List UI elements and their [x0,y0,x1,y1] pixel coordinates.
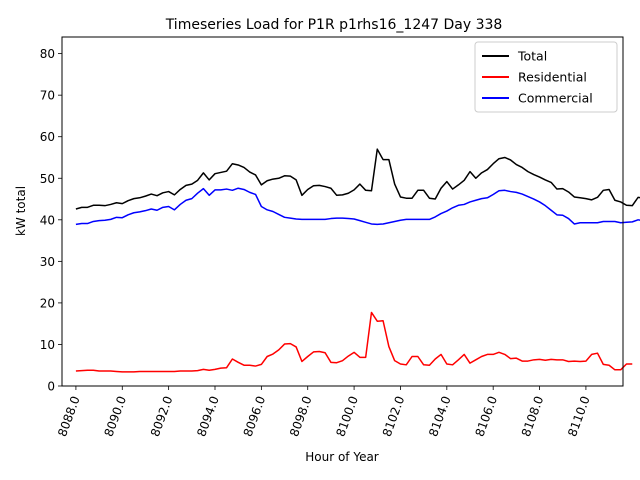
legend-box [474,41,618,113]
legend-label-residential: Residential [518,70,587,85]
y-axis-title: kW total [14,186,28,236]
x-axis-title: Hour of Year [305,450,379,464]
x-tick-label: 8110.0 [565,394,593,438]
y-tick-label: 50 [40,172,55,186]
y-tick-label: 10 [40,338,55,352]
y-axis: 0 10 20 30 40 50 60 70 80 [40,47,62,394]
x-tick-label: 8094.0 [194,394,222,438]
y-tick-label: 0 [47,380,55,394]
x-axis: 8088.0 8090.0 8092.0 8094.0 8096.0 8098.0 8100… [55,386,593,438]
x-tick-label: 8096.0 [241,394,269,438]
x-tick-label: 8100.0 [333,394,361,438]
plot-series-group [75,148,640,373]
plot-area-frame [61,36,624,387]
x-tick-label: 8108.0 [519,394,547,438]
series-line-commercial [75,187,640,226]
y-tick-label: 80 [40,47,55,61]
x-tick-label: 8088.0 [55,394,83,438]
y-tick-label: 30 [40,255,55,269]
x-tick-label: 8106.0 [472,394,500,438]
y-tick-label: 70 [40,89,55,103]
legend-label-commercial: Commercial [518,91,593,106]
chart-title: Timeseries Load for P1R p1rhs16_1247 Day… [165,17,503,33]
y-tick-label: 40 [40,213,55,227]
x-tick-label: 8102.0 [380,394,408,438]
legend-label-total: Total [517,49,547,64]
series-line-residential [75,311,633,373]
legend: Total Residential Commercial [474,41,618,113]
y-tick-label: 60 [40,130,55,144]
x-tick-label: 8092.0 [148,394,176,438]
series-line-total [75,148,640,210]
x-tick-label: 8090.0 [102,394,130,438]
x-tick-label: 8098.0 [287,394,315,438]
x-tick-label: 8104.0 [426,394,454,438]
y-tick-label: 20 [40,296,55,310]
